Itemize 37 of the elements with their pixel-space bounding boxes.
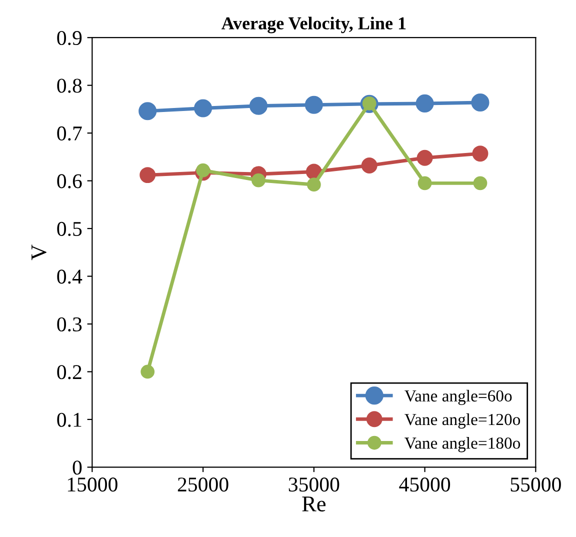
- point: [416, 94, 434, 112]
- point: [140, 364, 155, 379]
- point: [196, 163, 210, 178]
- chart-title: Average Velocity, Line 1: [221, 16, 406, 34]
- x-axis-title: Re: [302, 496, 326, 512]
- x-tick-label: 55000: [510, 478, 561, 492]
- point: [471, 93, 490, 112]
- legend-label: Vane angle=60o: [404, 390, 512, 405]
- y-tick-label: 0.2: [57, 365, 82, 380]
- y-tick-label: 0.8: [57, 78, 82, 93]
- y-tick-label: 0.1: [57, 412, 82, 427]
- y-tick-label: 0.5: [57, 222, 82, 236]
- point: [473, 176, 488, 190]
- y-tick-label: 0.4: [57, 270, 82, 284]
- y-tick-label: 0.3: [57, 317, 82, 332]
- y-tick-label: 0: [72, 460, 82, 475]
- point: [252, 173, 266, 188]
- point: [418, 176, 432, 190]
- y-tick-label: 0.6: [57, 174, 82, 188]
- point: [140, 167, 156, 184]
- x-tick-label: 25000: [178, 478, 228, 492]
- x-tick-label: 15000: [68, 478, 118, 492]
- y-axis-title: V: [32, 244, 46, 260]
- point: [249, 96, 268, 115]
- point: [138, 102, 157, 120]
- y-tick-label: 0.7: [57, 126, 82, 141]
- x-tick-label: 35000: [288, 478, 340, 492]
- point: [304, 96, 323, 114]
- point: [306, 178, 321, 192]
- legend-label: Vane angle=180o: [404, 437, 520, 452]
- point: [472, 146, 488, 162]
- point: [194, 99, 212, 118]
- legend-label: Vane angle=120o: [404, 413, 520, 429]
- point: [416, 150, 433, 166]
- point: [361, 158, 378, 174]
- x-tick-label: 45000: [399, 478, 450, 492]
- y-tick-label: 0.9: [57, 30, 82, 46]
